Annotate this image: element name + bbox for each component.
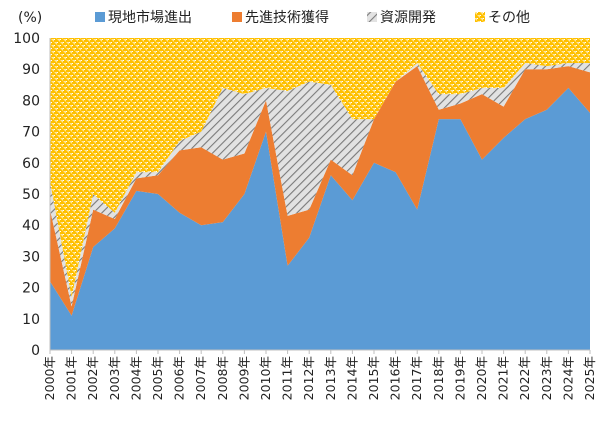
y-tick-label: 100 xyxy=(13,31,40,47)
legend-item: 資源開発 xyxy=(367,10,436,26)
x-tick-label: 2001年 xyxy=(64,356,79,400)
y-tick-label: 50 xyxy=(22,187,40,203)
area-series-2 xyxy=(50,66,590,316)
legend-label: 資源開発 xyxy=(380,10,436,26)
x-tick-label: 2004年 xyxy=(128,356,143,400)
legend-swatch xyxy=(232,12,242,22)
y-tick-label: 0 xyxy=(31,343,40,359)
x-tick-label: 2013年 xyxy=(323,356,338,400)
x-tick-label: 2017年 xyxy=(409,356,424,400)
legend-label: その他 xyxy=(488,10,530,26)
legend-item: 現地市場進出 xyxy=(95,9,192,26)
area-series-4 xyxy=(50,38,590,297)
x-tick-label: 2024年 xyxy=(560,356,575,400)
x-tick-label: 2022年 xyxy=(517,356,532,400)
x-tick-label: 2014年 xyxy=(344,356,359,400)
legend-item: 先進技術獲得 xyxy=(232,9,329,26)
x-tick-label: 2023年 xyxy=(539,356,554,400)
x-tick-label: 2003年 xyxy=(107,356,122,400)
y-tick-label: 80 xyxy=(22,93,40,109)
y-tick-label: 30 xyxy=(22,249,40,265)
x-tick-label: 2005年 xyxy=(150,356,165,400)
legend-swatch xyxy=(367,12,377,22)
x-tick-label: 2008年 xyxy=(215,356,230,400)
x-tick-label: 2010年 xyxy=(258,356,273,400)
area-series-3 xyxy=(50,62,590,307)
y-tick-label: 40 xyxy=(22,218,40,234)
legend-label: 現地市場進出 xyxy=(108,9,192,26)
x-tick-label: 2020年 xyxy=(474,356,489,400)
legend-swatch xyxy=(95,12,105,22)
area-series-1 xyxy=(50,87,590,351)
legend-swatch xyxy=(475,12,485,22)
x-axis: 2000年 2001年 2002年 2003年 2004年 2005年 2006年 2007年… xyxy=(42,349,597,400)
y-tick-label: 10 xyxy=(22,312,40,328)
x-tick-label: 2011年 xyxy=(280,356,295,400)
x-tick-label: 2018年 xyxy=(431,356,446,400)
y-tick-label: 70 xyxy=(22,125,40,141)
x-tick-label: 2000年 xyxy=(42,356,57,400)
x-tick-label: 2006年 xyxy=(172,356,187,400)
y-axis: 0 10 20 30 40 50 60 70 80 90 100 xyxy=(13,31,51,359)
x-tick-label: 2009年 xyxy=(236,356,251,400)
x-tick-label: 2021年 xyxy=(496,356,511,400)
y-tick-label: 90 xyxy=(22,62,40,78)
legend-item: その他 xyxy=(475,10,530,26)
x-tick-label: 2025年 xyxy=(582,356,597,400)
x-tick-label: 2015年 xyxy=(366,356,381,400)
x-tick-label: 2012年 xyxy=(301,356,316,400)
x-tick-label: 2002年 xyxy=(85,356,100,400)
legend: 現地市場進出 先進技術獲得 資源開発 その他 xyxy=(95,9,530,26)
x-tick-label: 2019年 xyxy=(452,356,467,400)
x-tick-label: 2016年 xyxy=(388,356,403,400)
legend-label: 先進技術獲得 xyxy=(245,9,329,26)
y-tick-label: 20 xyxy=(22,281,40,297)
y-unit-label: (%) xyxy=(18,10,42,26)
plot-area xyxy=(50,38,590,351)
y-tick-label: 60 xyxy=(22,156,40,172)
x-tick-label: 2007年 xyxy=(193,356,208,400)
